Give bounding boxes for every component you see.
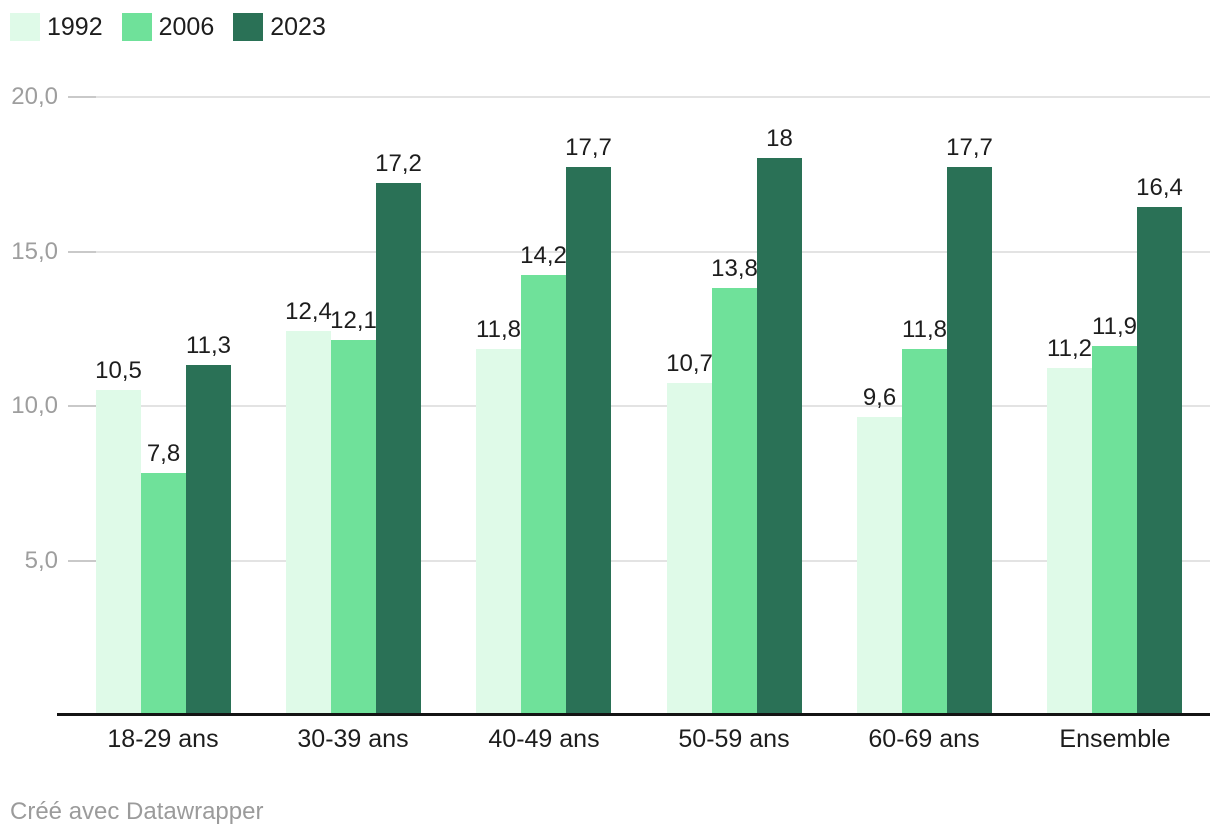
gridline	[96, 96, 1210, 98]
bar-2006-50-59-ans	[712, 288, 757, 714]
value-label: 12,1	[330, 307, 377, 334]
value-label: 11,3	[186, 332, 231, 359]
legend-item-2023: 2023	[233, 13, 326, 41]
y-axis-tick	[68, 251, 96, 253]
value-label: 10,5	[95, 357, 142, 384]
value-label: 12,4	[285, 298, 332, 325]
legend-label: 2023	[270, 13, 326, 41]
gridline	[96, 405, 1210, 407]
bar-2006-40-49-ans	[521, 275, 566, 714]
gridline	[96, 251, 1210, 253]
bar-2023-Ensemble	[1137, 207, 1182, 714]
bar-2006-18-29-ans	[141, 473, 186, 714]
x-axis-category-label: 40-49 ans	[488, 725, 600, 753]
value-label: 7,8	[146, 440, 181, 467]
legend: 1992 2006 2023	[10, 13, 326, 41]
value-label: 17,7	[565, 134, 612, 161]
y-axis-tick-label: 15,0	[11, 238, 58, 265]
y-axis-tick-label: 20,0	[11, 83, 58, 110]
value-label: 10,7	[666, 350, 713, 377]
value-label: 11,8	[902, 316, 947, 343]
x-axis-category-label: 30-39 ans	[297, 725, 409, 753]
value-label: 11,8	[476, 316, 521, 343]
value-label: 18	[766, 125, 793, 152]
bar-1992-40-49-ans	[476, 349, 521, 714]
legend-item-2006: 2006	[121, 13, 215, 41]
x-axis-category-label: 18-29 ans	[107, 725, 219, 753]
bar-1992-18-29-ans	[96, 390, 141, 714]
bar-2006-Ensemble	[1092, 346, 1137, 714]
value-label: 14,2	[520, 242, 567, 269]
bar-2006-60-69-ans	[902, 349, 947, 714]
bar-2023-50-59-ans	[757, 158, 802, 714]
legend-swatch-2023	[233, 13, 264, 41]
bar-2023-18-29-ans	[186, 365, 231, 714]
legend-label: 2006	[158, 13, 215, 41]
y-axis-tick-label: 10,0	[11, 392, 58, 419]
bar-1992-30-39-ans	[286, 331, 331, 714]
y-axis-tick-label: 5,0	[24, 547, 58, 574]
y-axis-tick	[68, 560, 96, 562]
x-axis-baseline	[57, 713, 1210, 716]
bar-2023-60-69-ans	[947, 167, 992, 714]
x-axis-category-label: Ensemble	[1059, 725, 1171, 753]
gridline	[96, 560, 1210, 562]
bar-2006-30-39-ans	[331, 340, 376, 714]
value-label: 16,4	[1136, 174, 1183, 201]
bar-1992-50-59-ans	[667, 383, 712, 714]
value-label: 9,6	[862, 384, 897, 411]
value-label: 11,2	[1047, 335, 1092, 362]
bar-1992-60-69-ans	[857, 417, 902, 714]
y-axis-tick	[68, 405, 96, 407]
value-label: 17,2	[375, 150, 422, 177]
legend-label: 1992	[47, 13, 103, 41]
datawrapper-credit-link[interactable]: Créé avec Datawrapper	[10, 798, 264, 825]
legend-swatch-1992	[10, 13, 40, 41]
bar-2023-40-49-ans	[566, 167, 611, 714]
y-axis-tick	[68, 96, 96, 98]
legend-item-1992: 1992	[10, 13, 103, 41]
value-label: 13,8	[711, 255, 758, 282]
value-label: 17,7	[946, 134, 993, 161]
value-label: 11,9	[1092, 313, 1137, 340]
x-axis-category-label: 60-69 ans	[868, 725, 980, 753]
legend-swatch-2006	[121, 13, 152, 41]
bar-2023-30-39-ans	[376, 183, 421, 714]
x-axis-category-label: 50-59 ans	[678, 725, 790, 753]
bar-1992-Ensemble	[1047, 368, 1092, 714]
